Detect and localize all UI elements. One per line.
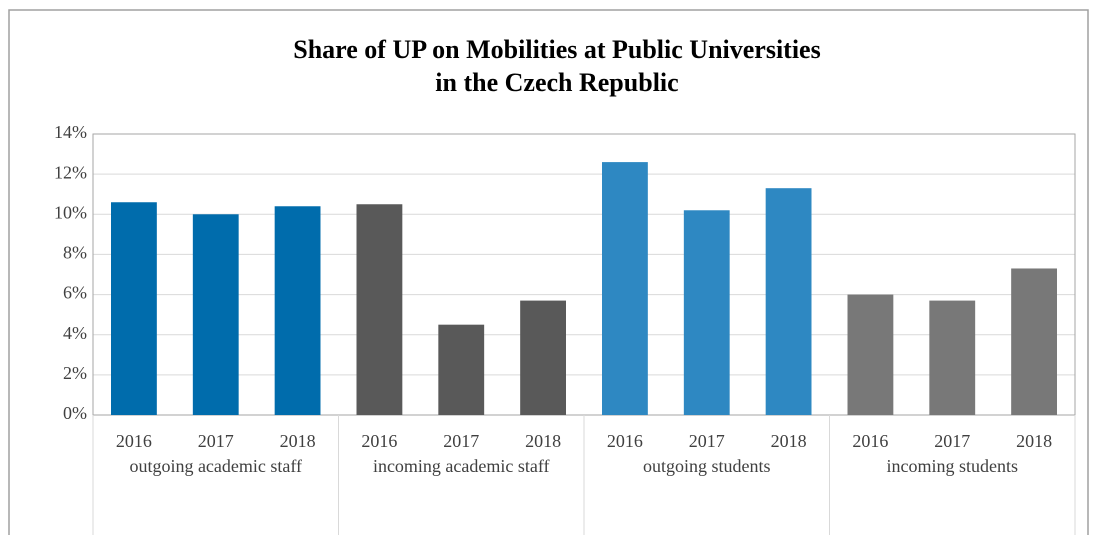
bar: [274, 206, 321, 415]
y-tick-label: 14%: [54, 122, 87, 142]
bar: [847, 294, 894, 415]
group-label: outgoing students: [642, 456, 771, 476]
x-tick-label: 2016: [607, 431, 643, 451]
group-label-box: incoming students: [886, 456, 1019, 476]
bar: [111, 202, 157, 415]
x-tick-label: 2018: [1016, 431, 1052, 451]
bar: [683, 210, 730, 415]
x-tick-label: 2017: [934, 431, 970, 451]
bar: [1011, 268, 1057, 415]
x-tick-label: 2017: [198, 431, 234, 451]
bar: [438, 324, 485, 415]
chart-title: in the Czech Republic: [435, 68, 678, 97]
y-tick-label: 4%: [63, 323, 87, 343]
y-tick-label: 8%: [63, 243, 87, 263]
chart-title: Share of UP on Mobilities at Public Univ…: [293, 35, 820, 64]
y-tick-label: 12%: [54, 162, 87, 182]
x-tick-label: 2016: [852, 431, 888, 451]
group-label: incoming academic staff: [372, 456, 550, 476]
bar: [192, 214, 239, 415]
group-label: outgoing academic staff: [129, 456, 303, 476]
group-label-box: incoming academic staff: [372, 456, 550, 476]
y-tick-label: 2%: [63, 363, 87, 383]
x-tick-label: 2018: [525, 431, 561, 451]
bar: [520, 300, 566, 415]
bar: [765, 188, 812, 415]
group-label-box: outgoing students: [642, 456, 771, 476]
x-tick-label: 2016: [361, 431, 397, 451]
bar: [929, 300, 976, 415]
x-tick-label: 2018: [280, 431, 316, 451]
plot-border: [92, 133, 1076, 416]
x-tick-label: 2016: [116, 431, 152, 451]
group-label: incoming students: [886, 456, 1019, 476]
bar: [602, 162, 648, 415]
group-label-box: outgoing academic staff: [129, 456, 303, 476]
y-tick-label: 10%: [54, 202, 87, 222]
x-tick-label: 2018: [771, 431, 807, 451]
chart-frame: [8, 9, 1089, 535]
x-tick-label: 2017: [689, 431, 725, 451]
y-tick-label: 0%: [63, 403, 87, 423]
x-tick-label: 2017: [443, 431, 479, 451]
bar: [356, 204, 403, 415]
y-tick-label: 6%: [63, 283, 87, 303]
